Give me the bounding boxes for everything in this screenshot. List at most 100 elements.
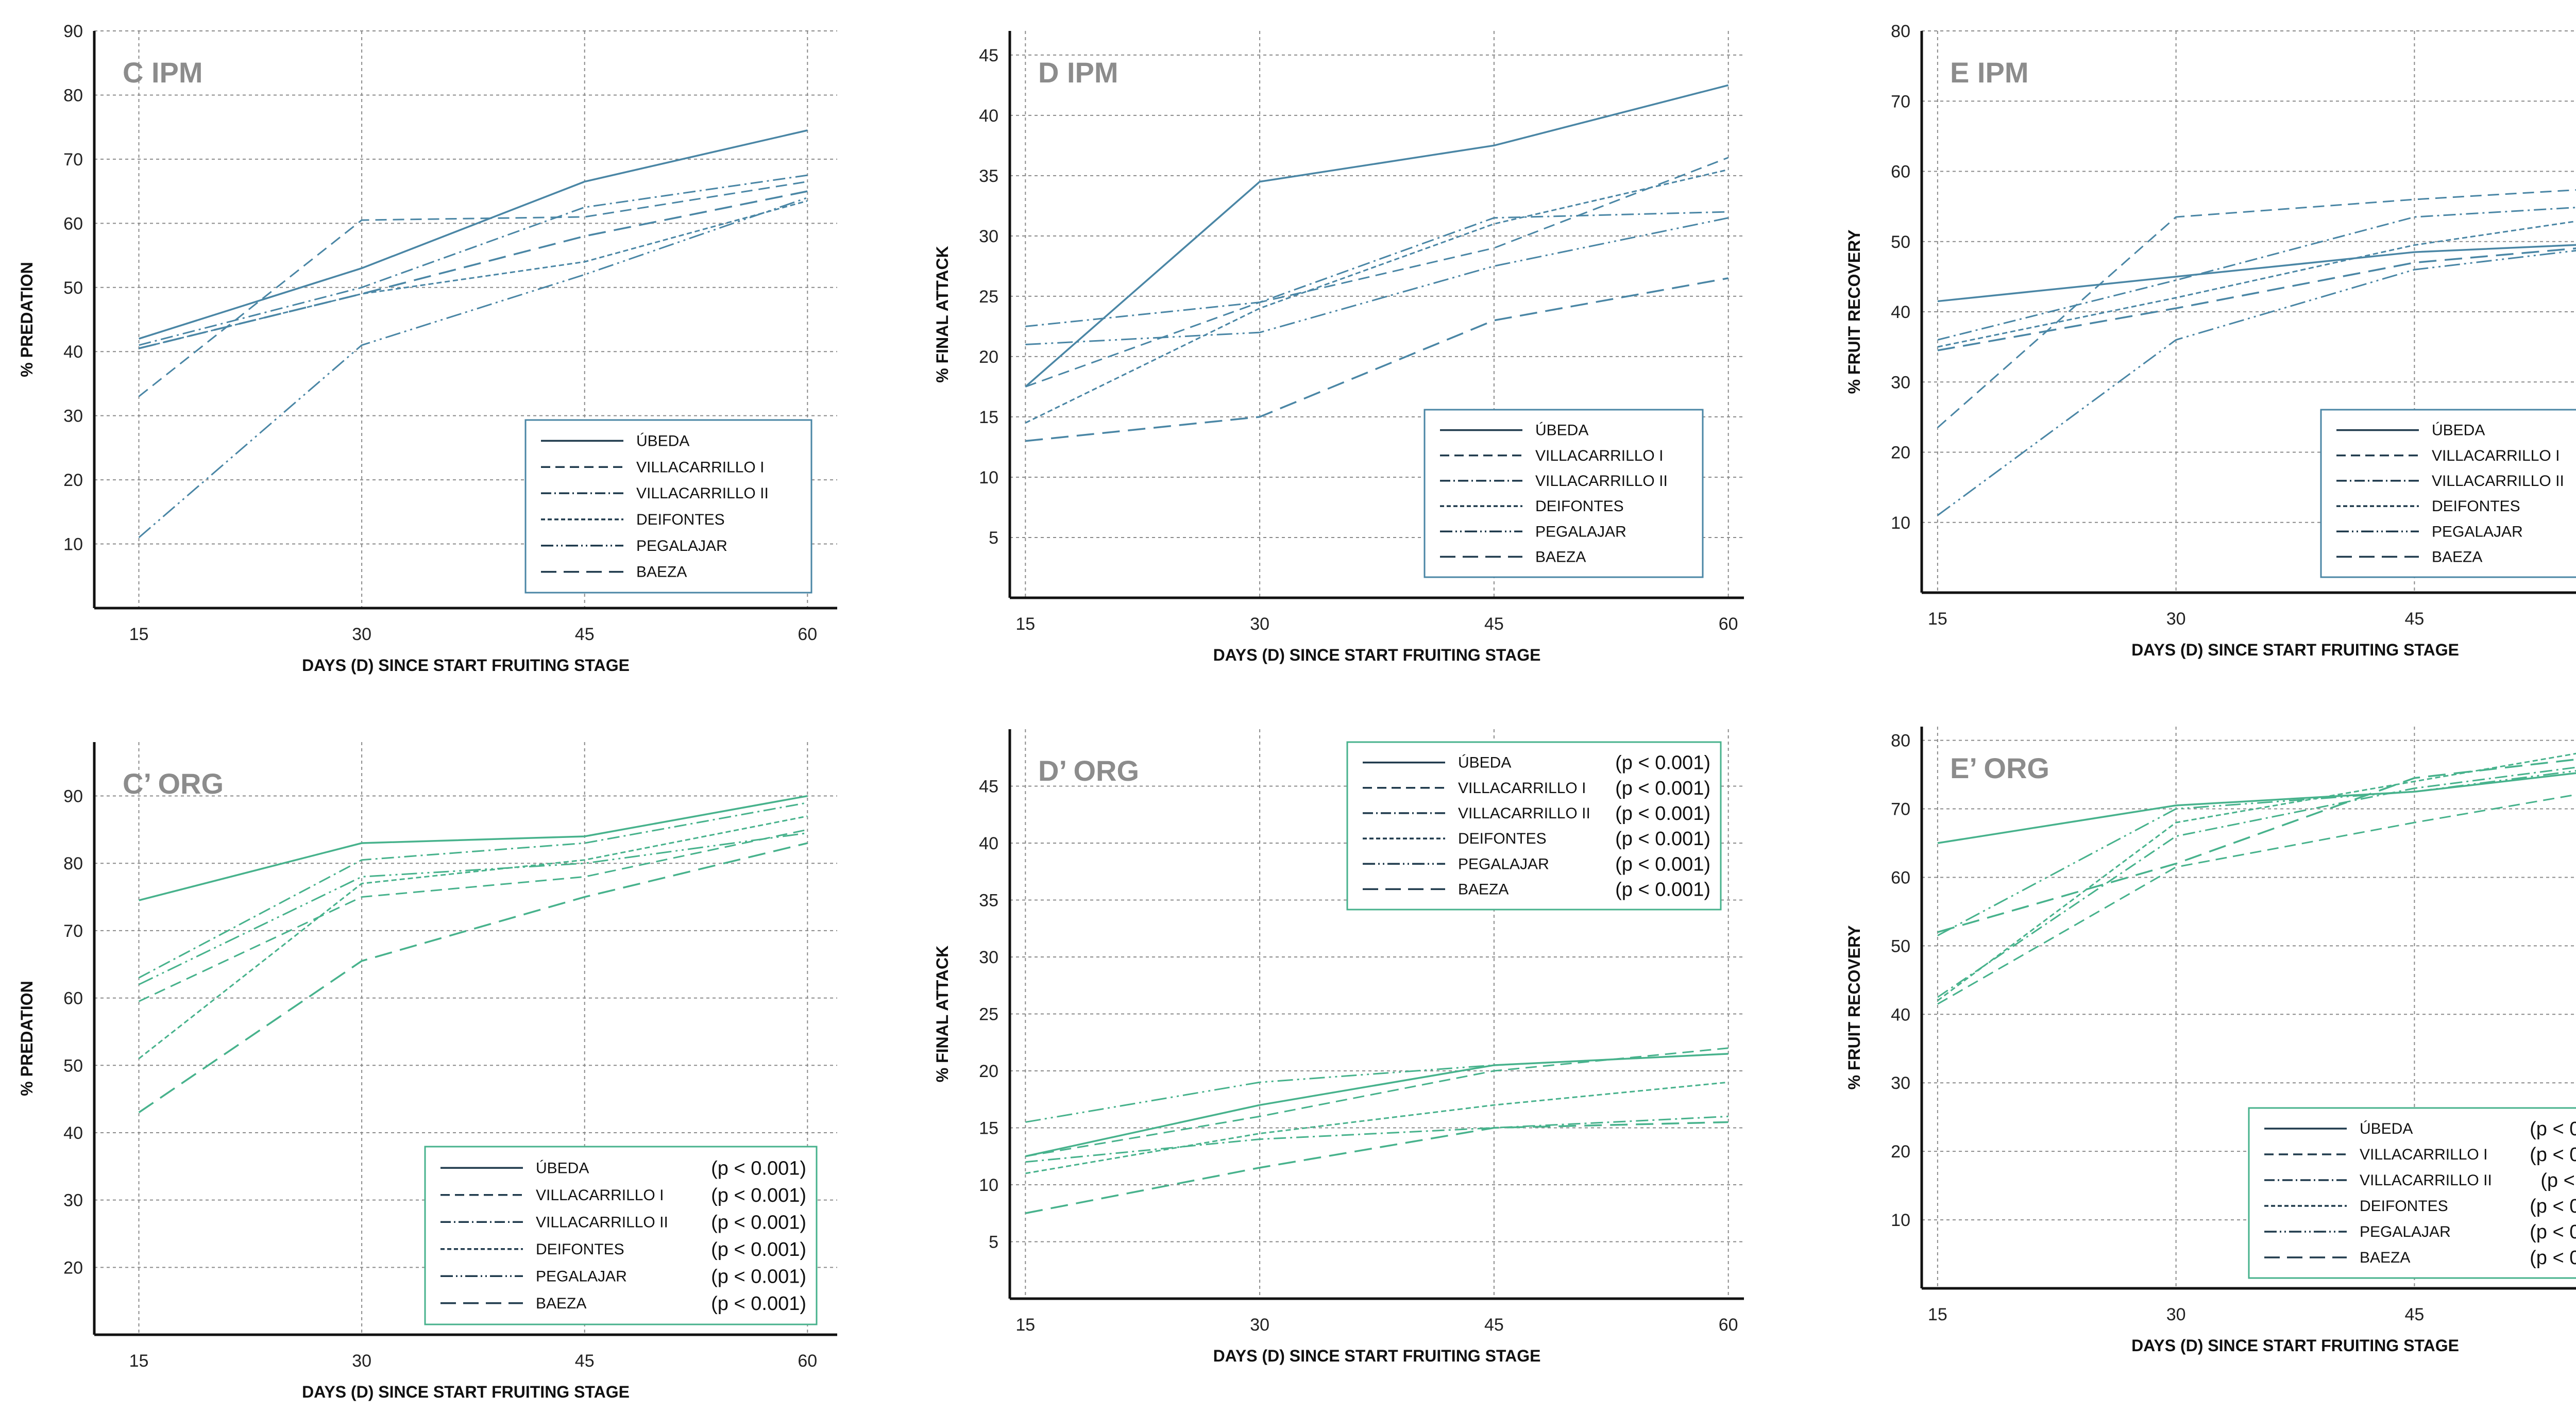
series-line-1 xyxy=(1025,84,1729,388)
legend-label: VILLACARRILLO II xyxy=(636,485,769,502)
legend-label: DEIFONTES xyxy=(2360,1198,2448,1215)
legend-label: PEGALAJAR xyxy=(2432,523,2523,540)
chart-panel-4: 20 30 40 50 60 70 80 90 15 30 45 60 DAYS (D) SINCE S… xyxy=(18,742,837,1401)
x-tick-label: 30 xyxy=(352,625,371,644)
legend-label: ÚBEDA xyxy=(536,1160,589,1177)
legend-pvalue: (p < 0.001) xyxy=(1615,752,1710,774)
y-tick-label: 40 xyxy=(979,834,998,853)
series-line-5 xyxy=(1937,249,2576,516)
x-tick-label: 30 xyxy=(1250,1315,1269,1335)
x-tick-label: 45 xyxy=(575,625,595,644)
legend-pvalue: (p < 0.001) xyxy=(2530,1144,2576,1166)
y-tick-label: 35 xyxy=(979,166,998,186)
legend: ÚBEDA VILLACARRILLO I VILLACARRILLO II DEIF… xyxy=(524,419,812,594)
panel-title: C’ ORG xyxy=(123,767,224,800)
y-tick-label: 50 xyxy=(63,278,83,298)
y-tick-label: 10 xyxy=(979,468,998,488)
y-tick-label: 15 xyxy=(979,408,998,427)
legend-label: VILLACARRILLO II xyxy=(2360,1172,2492,1189)
legend-label: BAEZA xyxy=(536,1295,586,1312)
legend-label: VILLACARRILLO I xyxy=(636,459,764,476)
y-tick-label: 80 xyxy=(1891,22,1910,41)
series-line-2 xyxy=(1025,157,1729,388)
y-tick-label: 60 xyxy=(1891,868,1910,887)
legend-label: VILLACARRILLO I xyxy=(536,1187,664,1204)
legend-pvalue: (p < 0.001) xyxy=(2530,1247,2576,1269)
legend-label: DEIFONTES xyxy=(536,1241,624,1258)
legend-label: VILLACARRILLO II xyxy=(1458,805,1590,822)
legend-pvalue: (p < 0.001) xyxy=(711,1157,806,1179)
legend-label: BAEZA xyxy=(636,564,687,581)
y-tick-label: 40 xyxy=(63,342,83,362)
x-tick-label: 15 xyxy=(1015,1315,1035,1335)
y-tick-label: 60 xyxy=(63,989,83,1009)
series-line-2 xyxy=(138,829,808,1002)
y-tick-label: 40 xyxy=(979,106,998,126)
y-tick-label: 40 xyxy=(1891,1005,1910,1024)
series-line-4 xyxy=(138,815,808,1060)
legend-label: VILLACARRILLO II xyxy=(1535,473,1668,490)
x-tick-label: 15 xyxy=(1928,1305,1947,1324)
series-line-2 xyxy=(1937,794,2576,1005)
y-axis-title: % PREDATION xyxy=(18,981,36,1096)
legend-label: PEGALAJAR xyxy=(1535,523,1626,540)
legend-label: PEGALAJAR xyxy=(1458,855,1549,872)
series-line-6 xyxy=(1937,758,2576,933)
legend-pvalue: (p < 0.001) xyxy=(1615,853,1710,875)
x-axis-title: DAYS (D) SINCE START FRUITING STAGE xyxy=(302,1383,630,1401)
y-tick-label: 30 xyxy=(979,948,998,967)
series-line-5 xyxy=(1025,1053,1728,1123)
legend-label: VILLACARRILLO I xyxy=(2360,1146,2487,1163)
y-tick-label: 70 xyxy=(1891,800,1910,819)
y-tick-label: 80 xyxy=(63,86,83,105)
y-tick-label: 30 xyxy=(63,407,83,426)
y-tick-label: 50 xyxy=(63,1056,83,1076)
legend-pvalue: (p < 0.001) xyxy=(711,1212,806,1233)
legend-pvalue: (p < 0.001) xyxy=(2530,1196,2576,1217)
legend-label: PEGALAJAR xyxy=(536,1268,627,1285)
legend-label: ÚBEDA xyxy=(2432,422,2485,439)
y-tick-label: 70 xyxy=(1891,92,1910,111)
legend-pvalue: (p < 0.001) xyxy=(2530,1221,2576,1243)
series-line-1 xyxy=(138,129,808,340)
legend-pvalue: (p < 0.001) xyxy=(711,1185,806,1206)
legend-label: ÚBEDA xyxy=(1535,422,1588,439)
x-tick-label: 15 xyxy=(1928,609,1947,629)
legend: ÚBEDA VILLACARRILLO I VILLACARRILLO II DEIF… xyxy=(1423,409,1704,578)
series-line-6 xyxy=(1025,277,1728,442)
x-tick-label: 60 xyxy=(798,1351,817,1371)
legend: ÚBEDA (p < 0.001) VILLACARRILLO I (p < 0.00… xyxy=(1346,741,1722,911)
y-tick-label: 40 xyxy=(63,1123,83,1143)
legend-label: PEGALAJAR xyxy=(2360,1223,2451,1240)
legend: ÚBEDA (p < 0.001) VILLACARRILLO I (p < 0.00… xyxy=(2248,1107,2576,1279)
series-line-3 xyxy=(1025,1115,1728,1163)
x-tick-label: 30 xyxy=(2166,1305,2186,1324)
y-tick-label: 25 xyxy=(979,1005,998,1024)
legend-label: DEIFONTES xyxy=(2432,498,2520,515)
chart-panel-2: 5 10 15 20 25 30 35 40 45 15 30 45 60 DAYS (D) SINCE … xyxy=(933,31,1744,664)
y-tick-label: 20 xyxy=(979,347,998,367)
legend-box xyxy=(1423,409,1704,578)
x-tick-label: 30 xyxy=(1250,614,1269,634)
y-tick-label: 10 xyxy=(63,535,83,555)
x-tick-label: 15 xyxy=(129,1351,149,1371)
series-line-5 xyxy=(1025,217,1728,346)
x-tick-label: 45 xyxy=(1484,614,1504,634)
series-line-2 xyxy=(1025,1047,1728,1157)
series-line-6 xyxy=(1025,1121,1728,1214)
series-line-3 xyxy=(1025,211,1728,327)
legend-box xyxy=(2320,409,2576,578)
x-tick-label: 30 xyxy=(2166,609,2186,629)
legend-label: ÚBEDA xyxy=(1458,754,1511,771)
x-axis-title: DAYS (D) SINCE START FRUITING STAGE xyxy=(302,656,630,675)
series-line-3 xyxy=(1937,766,2576,998)
y-tick-label: 80 xyxy=(63,854,83,873)
legend-box xyxy=(424,1146,818,1325)
series-line-2 xyxy=(138,180,808,397)
x-tick-label: 45 xyxy=(2404,1305,2424,1324)
y-tick-label: 20 xyxy=(63,1258,83,1278)
series-line-4 xyxy=(1937,752,2576,1001)
chart-panel-3: 102030405060708015304560DAYS (D) SINCE S… xyxy=(1845,22,2576,659)
series-line-3 xyxy=(138,802,808,979)
y-tick-label: 90 xyxy=(63,787,83,807)
